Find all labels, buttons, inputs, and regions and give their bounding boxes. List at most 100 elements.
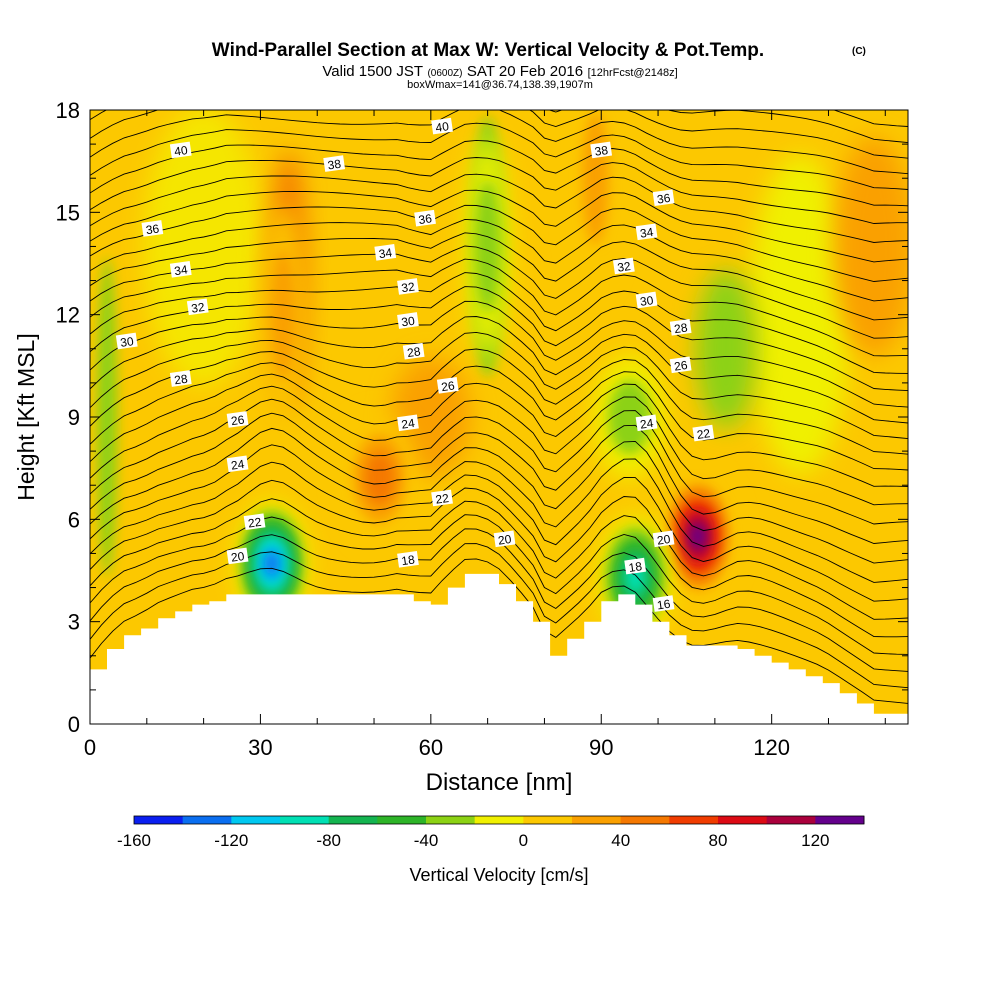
theta-label-bg xyxy=(323,155,346,172)
velocity-cell xyxy=(474,180,501,313)
theta-label: 24 xyxy=(397,414,419,432)
theta-label-bg xyxy=(431,489,453,507)
theta-label-text: 24 xyxy=(230,457,245,473)
theta-label: 34 xyxy=(374,243,397,261)
y-tick-label: 3 xyxy=(68,610,80,635)
velocity-cell xyxy=(608,379,652,455)
theta-label-bg xyxy=(186,298,209,316)
forecast-info: [12hrFcst@2148z] xyxy=(588,67,678,79)
theta-contour xyxy=(90,479,908,620)
theta-contour xyxy=(90,218,908,302)
theta-label: 32 xyxy=(612,257,635,275)
y-tick-label: 6 xyxy=(68,507,80,532)
theta-label: 22 xyxy=(243,513,266,531)
theta-label-text: 32 xyxy=(190,300,205,316)
theta-contour xyxy=(90,348,908,455)
theta-label: 20 xyxy=(652,530,675,548)
theta-label: 28 xyxy=(669,318,692,336)
theta-contour xyxy=(90,461,908,602)
theta-label-bg xyxy=(493,530,516,548)
colorbar-tick-label: -120 xyxy=(214,831,248,850)
velocity-shade xyxy=(143,110,264,387)
theta-label-bg xyxy=(226,547,249,565)
theta-label-text: 38 xyxy=(594,143,609,159)
theta-label-bg xyxy=(669,356,692,374)
colorbar-swatch xyxy=(620,816,670,824)
colorbar-swatch xyxy=(377,816,427,824)
theta-label-text: 34 xyxy=(639,225,654,241)
theta-label-bg xyxy=(590,141,613,159)
theta-label: 22 xyxy=(431,489,453,507)
colorbar-swatch xyxy=(718,816,768,824)
colorbar-tick-label: 80 xyxy=(709,831,728,850)
theta-label: 20 xyxy=(226,547,249,565)
x-axis-label: Distance [nm] xyxy=(426,769,573,796)
velocity-shade xyxy=(750,154,851,475)
theta-label-text: 18 xyxy=(401,552,416,568)
theta-contour xyxy=(90,110,908,159)
theta-label-bg xyxy=(397,414,419,432)
x-tick-label: 30 xyxy=(248,735,272,760)
box-info: boxWmax=141@36.74,138.39,1907m xyxy=(407,79,593,91)
y-tick-label: 15 xyxy=(56,200,80,225)
theta-contour xyxy=(90,427,908,564)
theta-label: 26 xyxy=(226,411,249,428)
theta-contour xyxy=(90,373,908,487)
colorbar-frame xyxy=(133,815,865,825)
theta-label-bg xyxy=(635,291,658,309)
theta-label-text: 20 xyxy=(656,532,671,548)
theta-label: 38 xyxy=(590,141,613,159)
theta-contour xyxy=(90,258,908,357)
theta-contour xyxy=(90,385,908,506)
chart-title: Wind-Parallel Section at Max W: Vertical… xyxy=(212,40,764,61)
valid-utc: (0600Z) xyxy=(427,68,462,79)
theta-label-bg xyxy=(226,455,249,473)
theta-label: 36 xyxy=(652,189,675,207)
x-tick-label: 90 xyxy=(589,735,613,760)
theta-contour xyxy=(90,139,908,207)
y-tick-label: 0 xyxy=(68,712,80,737)
theta-label-text: 20 xyxy=(497,532,512,548)
theta-label-text: 28 xyxy=(673,320,688,336)
theta-contour xyxy=(90,272,908,374)
theta-label-bg xyxy=(402,342,425,360)
colorbar-tick-label: -80 xyxy=(316,831,341,850)
colorbar-swatch xyxy=(426,816,476,824)
theta-contour xyxy=(90,362,908,471)
colorbar-swatch xyxy=(231,816,281,824)
theta-contour-labels: 40 36 34 32 30 28 26 24 22 20 38 40 36 34 32 30 28 26 24 22… xyxy=(115,117,715,612)
colorbar-swatch xyxy=(280,816,330,824)
theta-label-text: 36 xyxy=(418,211,433,227)
x-tick-label: 120 xyxy=(753,735,790,760)
chart-subtitle: Valid 1500 JST (0600Z) SAT 20 Feb 2016 [… xyxy=(322,63,677,80)
theta-label-text: 36 xyxy=(145,221,160,237)
theta-label: 18 xyxy=(397,550,419,568)
theta-label-bg xyxy=(635,414,658,432)
theta-contour xyxy=(90,444,908,583)
theta-label-text: 22 xyxy=(696,426,711,442)
colorbar-swatch xyxy=(523,816,573,824)
theta-contour xyxy=(90,232,908,321)
theta-label-bg xyxy=(436,376,459,394)
theta-label-text: 34 xyxy=(173,262,188,278)
y-tick-label: 18 xyxy=(56,98,80,123)
colorbar-tick-label: -160 xyxy=(117,831,151,850)
colorbar-swatch xyxy=(815,816,865,824)
theta-label-bg xyxy=(374,243,397,261)
theta-label-bg xyxy=(397,312,419,329)
colorbar-tick-label: 40 xyxy=(611,831,630,850)
y-tick-label: 9 xyxy=(68,405,80,430)
theta-label: 32 xyxy=(397,278,419,295)
theta-label: 34 xyxy=(169,260,192,278)
y-axis-label: Height [Kft MSL] xyxy=(13,333,39,500)
theta-label: 24 xyxy=(226,455,249,473)
theta-contour xyxy=(90,498,908,638)
velocity-field xyxy=(97,110,908,640)
theta-label: 36 xyxy=(414,209,436,227)
colorbar-tick-label: 0 xyxy=(519,831,528,850)
theta-label-bg xyxy=(652,595,675,612)
valid-time: Valid 1500 JST xyxy=(322,63,423,80)
theta-label: 30 xyxy=(635,291,658,309)
theta-contour xyxy=(90,316,908,424)
